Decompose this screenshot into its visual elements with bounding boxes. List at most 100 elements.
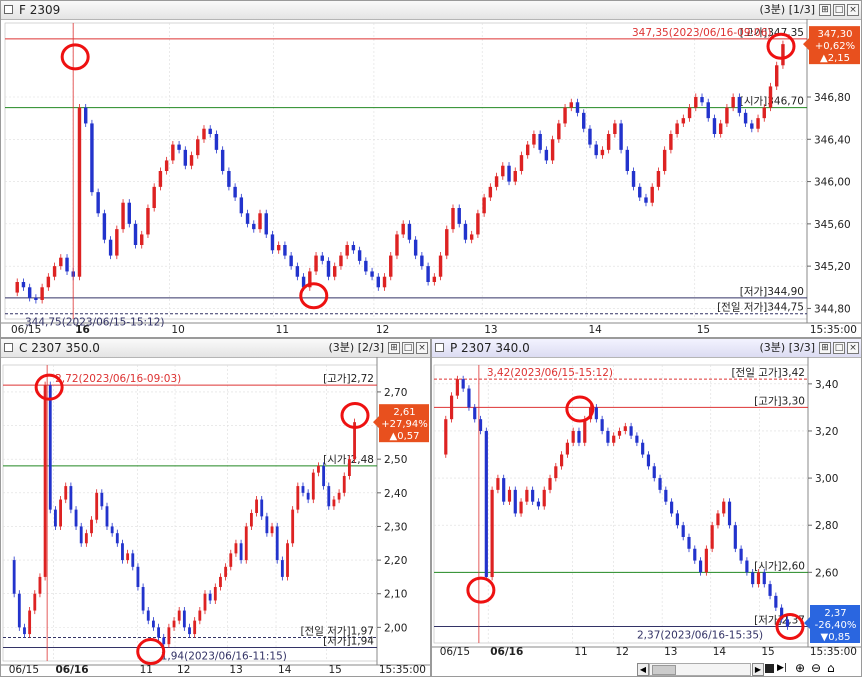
- chart-panel-f2309[interactable]: F 2309 (3분) [1/3] ⊞ □ × 344,80 345,20 345,…: [0, 0, 862, 338]
- y-tick-label: 3,20: [815, 426, 838, 438]
- candle: [444, 419, 448, 455]
- chart-panel-p2307[interactable]: P 2307 340.0 (3분) [3/3] ⊞ □ × 2,60 2,80 3,…: [431, 338, 862, 677]
- chart-interval-index: (3분) [2/3]: [328, 341, 385, 354]
- candle: [28, 610, 32, 635]
- candle: [743, 112, 748, 124]
- candle: [781, 44, 785, 66]
- maximize-icon[interactable]: □: [833, 4, 845, 16]
- candle: [768, 584, 772, 596]
- candle: [193, 620, 197, 635]
- badge-change: ▼0,85: [821, 632, 851, 643]
- candle: [629, 426, 633, 436]
- candle: [669, 134, 673, 150]
- badge-price: 2,37: [824, 608, 846, 619]
- candle: [164, 160, 169, 171]
- candle: [34, 297, 38, 300]
- x-tick-label: 15: [697, 324, 710, 336]
- candle: [249, 513, 253, 527]
- candle: [513, 489, 517, 514]
- scroll-left-button[interactable]: ◀: [637, 663, 649, 676]
- candle: [775, 65, 779, 87]
- chart-titlebar[interactable]: P 2307 340.0 (3분) [3/3] ⊞ □ ×: [432, 339, 861, 358]
- y-tick-label: 344,80: [814, 303, 851, 315]
- maximize-icon[interactable]: □: [833, 342, 845, 354]
- end-button[interactable]: ▶|: [777, 663, 787, 673]
- close-icon[interactable]: ×: [416, 342, 428, 354]
- candle: [255, 499, 258, 513]
- candle: [756, 118, 760, 129]
- y-tick-label: 2,10: [384, 589, 407, 601]
- candle: [617, 430, 622, 436]
- extreme-price-label: 2,37(2023/06/16-15:35): [637, 630, 763, 642]
- x-tick-label: 11: [574, 646, 587, 658]
- candle: [151, 620, 155, 628]
- candle: [756, 572, 761, 585]
- candle: [342, 476, 346, 493]
- candle: [90, 519, 93, 534]
- candle: [219, 576, 222, 587]
- candle: [473, 407, 477, 420]
- settings-icon[interactable]: ⊞: [388, 342, 400, 354]
- candle: [239, 543, 243, 561]
- candle: [664, 489, 668, 502]
- x-tick-label: 06/15: [9, 664, 39, 676]
- candle: [457, 208, 461, 224]
- scroll-track[interactable]: [649, 663, 751, 676]
- zoom-out-icon[interactable]: ⊖: [811, 661, 822, 675]
- candle: [706, 102, 710, 119]
- candle: [146, 208, 150, 235]
- candle: [314, 255, 318, 272]
- candle: [203, 593, 207, 611]
- price-chart[interactable]: 2,60 2,80 3,00 3,20 3,40 06/15 06/16 11 12 13 14 15…: [432, 357, 861, 676]
- candle: [737, 97, 742, 113]
- candle: [121, 543, 124, 561]
- candle: [612, 435, 616, 443]
- home-icon[interactable]: ⌂: [827, 661, 835, 675]
- candle: [722, 501, 726, 514]
- candle: [79, 526, 83, 544]
- candle: [557, 123, 561, 140]
- chart-titlebar[interactable]: C 2307 350.0 (3분) [2/3] ⊞ □ ×: [1, 339, 430, 358]
- zoom-in-icon[interactable]: ⊕: [795, 661, 806, 675]
- stop-button[interactable]: [765, 664, 774, 673]
- annotation-circle: [775, 613, 805, 641]
- candle: [594, 144, 598, 156]
- candle: [245, 213, 250, 224]
- candle: [202, 128, 206, 140]
- candle: [275, 526, 279, 561]
- y-tick-label: 346,40: [814, 134, 851, 146]
- candle: [490, 489, 494, 578]
- extreme-price-label: 1,94(2023/06/16-11:15): [161, 651, 287, 663]
- chart-panel-c2307[interactable]: C 2307 350.0 (3분) [2/3] ⊞ □ × 2,00 2,10 2,…: [0, 338, 431, 677]
- candle: [182, 610, 186, 628]
- scroll-thumb[interactable]: [652, 665, 676, 675]
- x-tick-label: 15: [329, 664, 342, 676]
- candle: [700, 97, 704, 103]
- candle: [438, 255, 443, 277]
- annotation-circle: [340, 401, 370, 429]
- candle: [413, 239, 418, 256]
- price-chart[interactable]: 344,80 345,20 345,60 346,00 346,40 346,80 06/1…: [1, 19, 861, 337]
- x-tick-label: 14: [713, 646, 727, 658]
- settings-icon[interactable]: ⊞: [819, 4, 831, 16]
- candle: [133, 223, 138, 245]
- chart-titlebar[interactable]: F 2309 (3분) [1/3] ⊞ □ ×: [1, 1, 861, 20]
- x-tick-label: 06/16: [55, 664, 88, 676]
- close-icon[interactable]: ×: [847, 342, 859, 354]
- candle: [583, 419, 587, 443]
- candle: [337, 492, 341, 500]
- candle: [38, 576, 42, 594]
- candle: [17, 593, 21, 628]
- candle: [306, 492, 310, 500]
- price-chart[interactable]: 2,002,102,202,302,402,502,602,7006/1506/…: [1, 357, 430, 676]
- close-icon[interactable]: ×: [847, 4, 859, 16]
- badge-change: ▲2,15: [820, 53, 850, 64]
- candle: [698, 560, 703, 573]
- maximize-icon[interactable]: □: [402, 342, 414, 354]
- scroll-right-button[interactable]: ▶: [752, 663, 764, 676]
- candle: [704, 548, 708, 573]
- x-tick-label: 16: [75, 324, 90, 336]
- candle: [233, 186, 237, 198]
- annotation-circle: [60, 43, 90, 71]
- settings-icon[interactable]: ⊞: [819, 342, 831, 354]
